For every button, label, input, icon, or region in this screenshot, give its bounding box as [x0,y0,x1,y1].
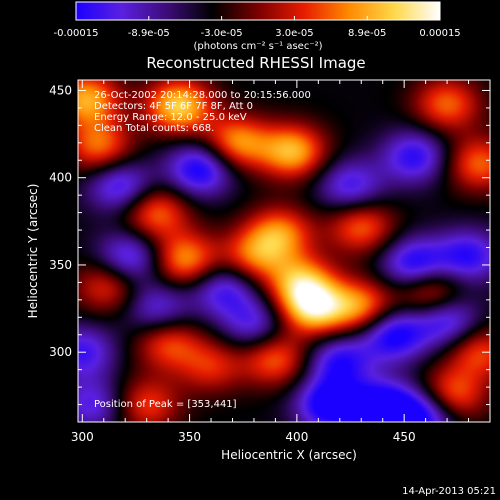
peak-position-label: Position of Peak = [353,441] [94,399,237,410]
x-axis-tick-label: 300 [71,430,94,444]
colorbar-tick-label: -8.9e-05 [128,28,170,39]
plot-area: 300 350 400 450 300 350 400 450 26-Oct-2002 20… [49,79,491,444]
colorbar-tick-label: -0.00015 [54,28,99,39]
y-axis-tick-label: 300 [49,345,72,359]
colorbar-tick-label: 3.0e-05 [275,28,313,39]
chart-title: Reconstructed RHESSI Image [146,54,365,72]
colorbar-tick-label: 0.00015 [419,28,460,39]
generation-timestamp: 14-Apr-2013 05:21 [402,486,496,497]
y-axis-ticks: 300 350 400 450 [49,83,490,423]
x-axis-tick-label: 350 [178,430,201,444]
x-axis-tick-label: 400 [285,430,308,444]
annotation-energy-range: Energy Range: 12.0 - 25.0 keV [94,112,247,123]
colorbar: -0.00015 -8.9e-05 -3.0e-05 3.0e-05 8.9e-05 0.… [54,1,461,52]
annotation-detectors: Detectors: 4F 5F 6F 7F 8F, Att 0 [94,101,253,112]
colorbar-gradient [76,2,440,20]
colorbar-unit-label: (photons cm⁻² s⁻¹ asec⁻²) [193,41,322,52]
colorbar-tick-label: 8.9e-05 [348,28,386,39]
colorbar-ticks: -0.00015 -8.9e-05 -3.0e-05 3.0e-05 8.9e-05 0.… [54,16,461,39]
x-axis-tick-label: 450 [393,430,416,444]
x-axis-ticks: 300 350 400 450 [71,80,491,444]
y-axis-tick-label: 350 [49,258,72,272]
colorbar-frame [75,1,441,21]
annotation-clean-counts: Clean Total counts: 668. [94,123,214,134]
annotation-time-range: 26-Oct-2002 20:14:28.000 to 20:15:56.000 [94,90,311,101]
y-axis-title: Heliocentric Y (arcsec) [26,184,40,319]
heatmap-image [78,80,490,422]
plot-frame [77,79,491,423]
y-axis-tick-label: 400 [49,171,72,185]
colorbar-tick-label: -3.0e-05 [201,28,243,39]
y-axis-tick-label: 450 [49,83,72,97]
x-axis-title: Heliocentric X (arcsec) [221,448,357,462]
